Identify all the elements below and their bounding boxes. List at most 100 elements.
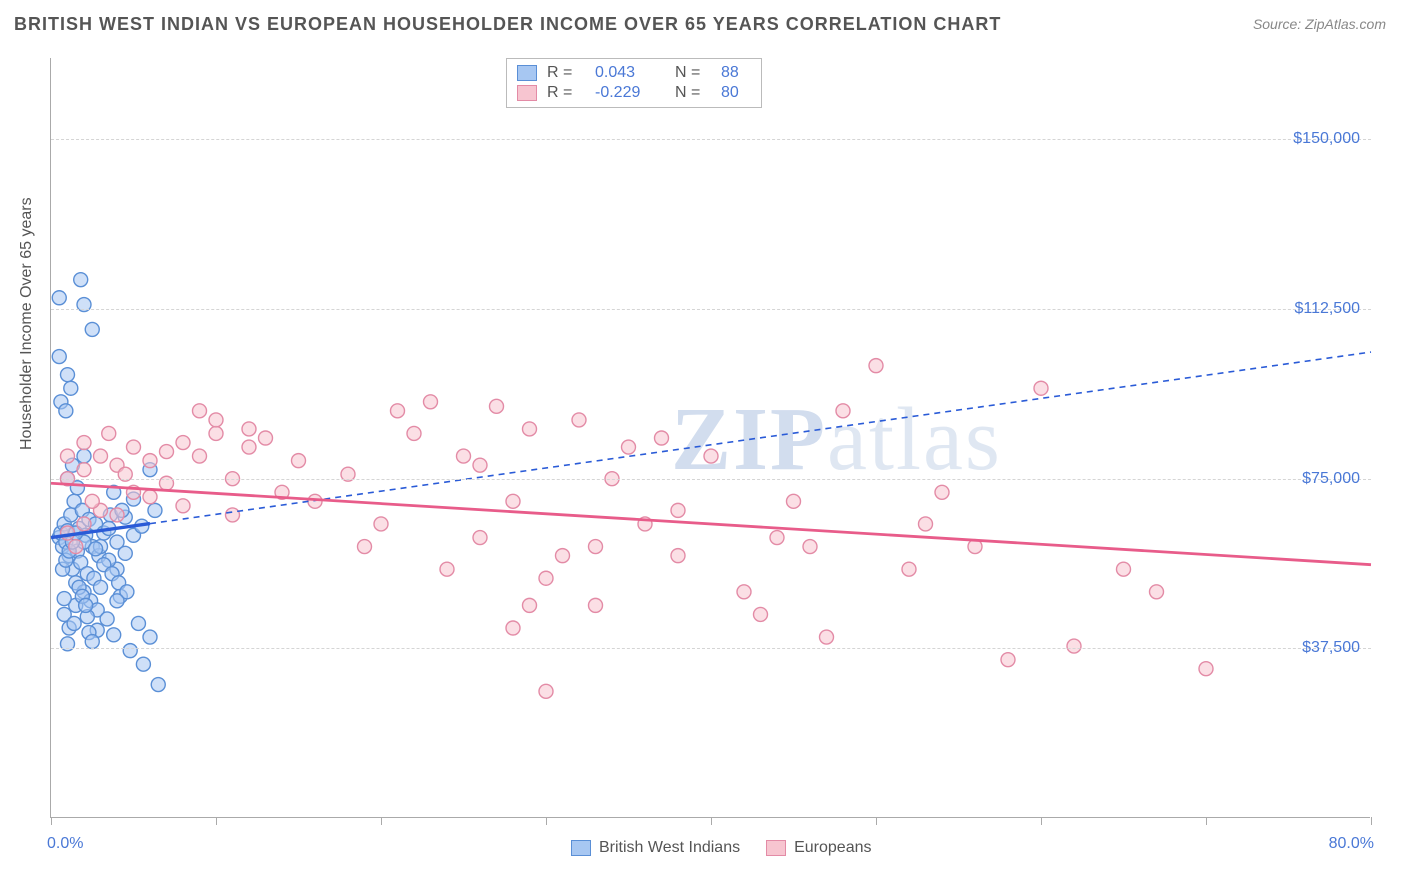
data-point (110, 508, 124, 522)
data-point (52, 350, 66, 364)
data-point (85, 635, 99, 649)
legend-label-bwi: British West Indians (599, 839, 740, 857)
data-point (59, 404, 73, 418)
x-axis-max-label: 80.0% (1329, 835, 1374, 853)
data-point (1001, 653, 1015, 667)
data-point (176, 499, 190, 513)
data-point (787, 494, 801, 508)
n-value-blue: 88 (721, 64, 751, 82)
data-point (118, 546, 132, 560)
series-legend: British West Indians Europeans (571, 839, 871, 857)
data-point (118, 467, 132, 481)
data-point (820, 630, 834, 644)
data-point (64, 381, 78, 395)
data-point (1034, 381, 1048, 395)
data-point (61, 637, 75, 651)
data-point (803, 540, 817, 554)
data-point (209, 426, 223, 440)
data-point (85, 494, 99, 508)
r-label: R = (547, 84, 585, 102)
data-point (85, 322, 99, 336)
data-point (490, 399, 504, 413)
x-tick (1206, 817, 1207, 825)
data-point (151, 678, 165, 692)
data-point (143, 490, 157, 504)
data-point (226, 508, 240, 522)
data-point (61, 368, 75, 382)
x-tick (1371, 817, 1372, 825)
correlation-legend: R = 0.043 N = 88 R = -0.229 N = 80 (506, 58, 762, 108)
data-point (77, 463, 91, 477)
data-point (69, 540, 83, 554)
n-label: N = (675, 64, 711, 82)
data-point (89, 542, 103, 556)
legend-label-eur: Europeans (794, 839, 871, 857)
data-point (704, 449, 718, 463)
data-point (160, 445, 174, 459)
data-point (209, 413, 223, 427)
x-tick (216, 817, 217, 825)
chart-container: BRITISH WEST INDIAN VS EUROPEAN HOUSEHOL… (0, 0, 1406, 892)
data-point (589, 540, 603, 554)
x-tick (546, 817, 547, 825)
x-tick (51, 817, 52, 825)
data-point (1199, 662, 1213, 676)
y-axis-label: Householder Income Over 65 years (18, 197, 36, 450)
data-point (193, 404, 207, 418)
data-point (143, 454, 157, 468)
data-point (407, 426, 421, 440)
data-point (61, 449, 75, 463)
data-point (391, 404, 405, 418)
data-point (622, 440, 636, 454)
data-point (424, 395, 438, 409)
data-point (770, 531, 784, 545)
data-point (737, 585, 751, 599)
data-point (556, 549, 570, 563)
data-point (131, 616, 145, 630)
data-point (107, 628, 121, 642)
data-point (74, 273, 88, 287)
data-point (836, 404, 850, 418)
legend-row-blue: R = 0.043 N = 88 (517, 63, 751, 83)
plot-area: ZIPatlas R = 0.043 N = 88 R = -0.229 N =… (50, 58, 1370, 818)
data-point (539, 684, 553, 698)
data-point (539, 571, 553, 585)
data-point (457, 449, 471, 463)
data-point (1067, 639, 1081, 653)
data-point (143, 630, 157, 644)
data-point (259, 431, 273, 445)
data-point (148, 503, 162, 517)
data-point (523, 598, 537, 612)
data-point (94, 580, 108, 594)
r-label: R = (547, 64, 585, 82)
data-point (1150, 585, 1164, 599)
data-point (94, 449, 108, 463)
x-tick (1041, 817, 1042, 825)
x-tick (711, 817, 712, 825)
data-point (77, 449, 91, 463)
data-point (902, 562, 916, 576)
data-point (473, 531, 487, 545)
swatch-pink (766, 840, 786, 856)
data-point (193, 449, 207, 463)
data-point (123, 644, 137, 658)
data-point (374, 517, 388, 531)
n-label: N = (675, 84, 711, 102)
data-point (242, 440, 256, 454)
legend-item-bwi: British West Indians (571, 839, 740, 857)
data-point (176, 436, 190, 450)
data-point (473, 458, 487, 472)
data-point (292, 454, 306, 468)
data-point (589, 598, 603, 612)
data-point (102, 426, 116, 440)
data-point (919, 517, 933, 531)
data-point (671, 549, 685, 563)
chart-svg (51, 58, 1371, 818)
regression-line-dashed (150, 352, 1371, 524)
legend-item-eur: Europeans (766, 839, 871, 857)
data-point (605, 472, 619, 486)
data-point (52, 291, 66, 305)
data-point (127, 440, 141, 454)
data-point (57, 592, 71, 606)
data-point (79, 598, 93, 612)
